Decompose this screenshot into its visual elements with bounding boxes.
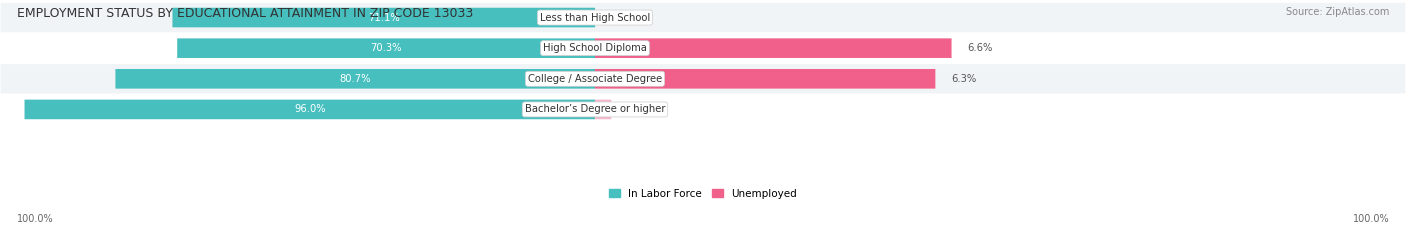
FancyBboxPatch shape <box>115 69 595 89</box>
Text: 6.6%: 6.6% <box>967 43 993 53</box>
Text: 0.3%: 0.3% <box>627 104 652 114</box>
FancyBboxPatch shape <box>595 69 935 89</box>
Legend: In Labor Force, Unemployed: In Labor Force, Unemployed <box>609 189 797 199</box>
FancyBboxPatch shape <box>24 100 595 119</box>
Text: Bachelor’s Degree or higher: Bachelor’s Degree or higher <box>524 104 665 114</box>
Text: Source: ZipAtlas.com: Source: ZipAtlas.com <box>1285 7 1389 17</box>
Text: High School Diploma: High School Diploma <box>543 43 647 53</box>
FancyBboxPatch shape <box>173 8 595 27</box>
Text: 100.0%: 100.0% <box>17 214 53 224</box>
Text: Less than High School: Less than High School <box>540 13 650 23</box>
Text: EMPLOYMENT STATUS BY EDUCATIONAL ATTAINMENT IN ZIP CODE 13033: EMPLOYMENT STATUS BY EDUCATIONAL ATTAINM… <box>17 7 474 20</box>
Text: 0.0%: 0.0% <box>612 13 637 23</box>
FancyBboxPatch shape <box>0 3 1406 32</box>
Text: 70.3%: 70.3% <box>370 43 402 53</box>
Text: 100.0%: 100.0% <box>1353 214 1389 224</box>
FancyBboxPatch shape <box>0 95 1406 124</box>
Text: 96.0%: 96.0% <box>294 104 326 114</box>
FancyBboxPatch shape <box>0 34 1406 63</box>
FancyBboxPatch shape <box>595 100 612 119</box>
Text: College / Associate Degree: College / Associate Degree <box>527 74 662 84</box>
FancyBboxPatch shape <box>595 38 952 58</box>
Text: 80.7%: 80.7% <box>339 74 371 84</box>
FancyBboxPatch shape <box>0 64 1406 93</box>
Text: 71.1%: 71.1% <box>368 13 399 23</box>
Text: 6.3%: 6.3% <box>952 74 977 84</box>
FancyBboxPatch shape <box>177 38 595 58</box>
